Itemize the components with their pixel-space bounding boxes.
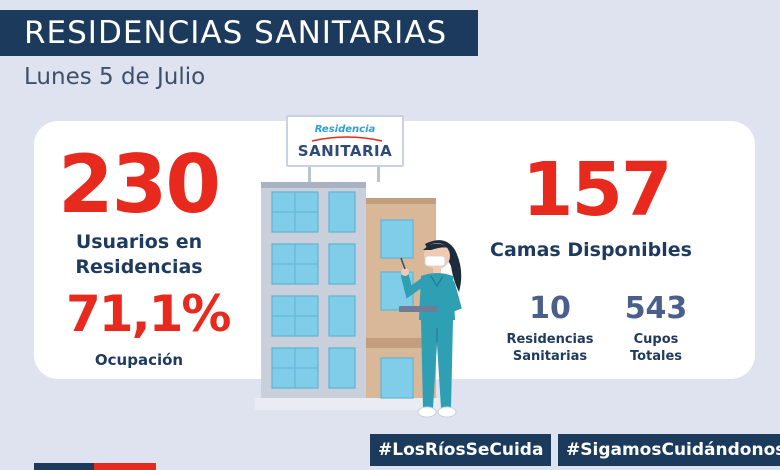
- flag-strip: [34, 463, 156, 470]
- hashtag-los-rios: #LosRíosSeCuida: [370, 434, 552, 466]
- date-subtitle: Lunes 5 de Julio: [24, 64, 206, 90]
- flag-strip-red: [94, 463, 156, 470]
- ocupacion-label: Ocupación: [94, 351, 184, 369]
- nurse-illustration: [399, 240, 462, 418]
- page-title: RESIDENCIAS SANITARIAS: [24, 15, 448, 51]
- cupos-value: 543: [624, 291, 688, 326]
- flag-strip-blue: [34, 463, 94, 470]
- sign-swoosh-icon: [311, 136, 383, 142]
- residencias-value: 10: [529, 291, 571, 326]
- sign-main-text: SANITARIA: [297, 142, 393, 160]
- hashtag-sigamos: #SigamosCuidándonos: [558, 434, 780, 466]
- sign-top-text: Residencia: [314, 124, 376, 135]
- ocupacion-value: 71,1%: [66, 285, 231, 343]
- camas-value: 157: [522, 147, 672, 233]
- residencias-label-line1: Residencias: [506, 332, 594, 347]
- usuarios-label-line1: Usuarios en: [75, 231, 203, 253]
- title-bar: [0, 10, 478, 56]
- camas-label: Camas Disponibles: [490, 239, 692, 261]
- cupos-label-line2: Totales: [629, 349, 683, 364]
- usuarios-label-line2: Residencias: [75, 256, 203, 278]
- residencia-sanitaria-sign: Residencia SANITARIA: [286, 115, 404, 167]
- usuarios-value: 230: [58, 138, 221, 231]
- cupos-label-line1: Cupos: [633, 332, 679, 347]
- residencias-label-line2: Sanitarias: [512, 349, 588, 364]
